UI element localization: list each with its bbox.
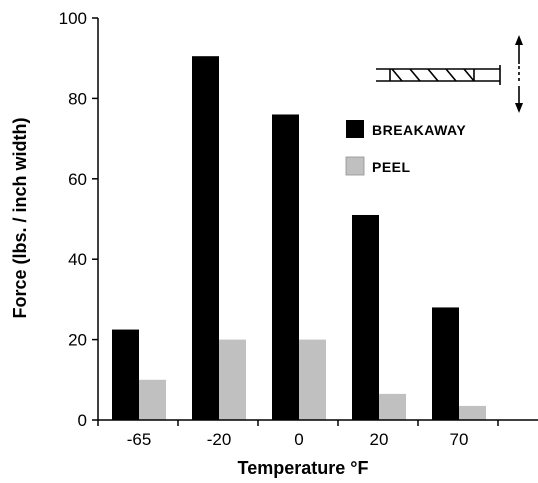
peel-test-schematic-icon [376,35,523,113]
y-tick-label: 0 [78,411,87,430]
bar-peel--65 [139,379,166,420]
y-tick-label: 80 [68,89,87,108]
legend-swatch-breakaway [346,120,364,138]
x-tick-label: 0 [294,430,303,449]
y-tick-label: 100 [59,9,87,28]
bar-peel-0 [299,339,326,420]
x-axis: -65 -20 0 20 70 [97,419,538,449]
bar-breakaway-70 [432,307,459,420]
y-axis-title: Force (lbs. / inch width) [10,117,30,318]
bar-peel-70 [459,405,486,420]
bar-breakaway--65 [112,329,139,420]
x-axis-title: Temperature °F [238,458,369,478]
y-axis: 0 20 40 60 80 100 [59,9,99,430]
bar-breakaway--20 [192,56,219,420]
legend-swatch-peel [345,156,365,176]
legend: BREAKAWAY PEEL [345,120,466,176]
y-tick-label: 60 [68,170,87,189]
bar-peel-20 [379,393,406,420]
bar-breakaway-0 [272,114,299,420]
x-tick-label: -20 [207,430,232,449]
x-tick-label: -65 [127,430,152,449]
plot-area [112,56,486,420]
x-tick-label: 70 [450,430,469,449]
x-tick-label: 20 [370,430,389,449]
y-tick-label: 20 [68,331,87,350]
legend-label-breakaway: BREAKAWAY [372,122,466,138]
bar-peel--20 [219,339,246,420]
legend-label-peel: PEEL [372,159,411,175]
bar-breakaway-20 [352,214,379,420]
y-tick-label: 40 [68,250,87,269]
